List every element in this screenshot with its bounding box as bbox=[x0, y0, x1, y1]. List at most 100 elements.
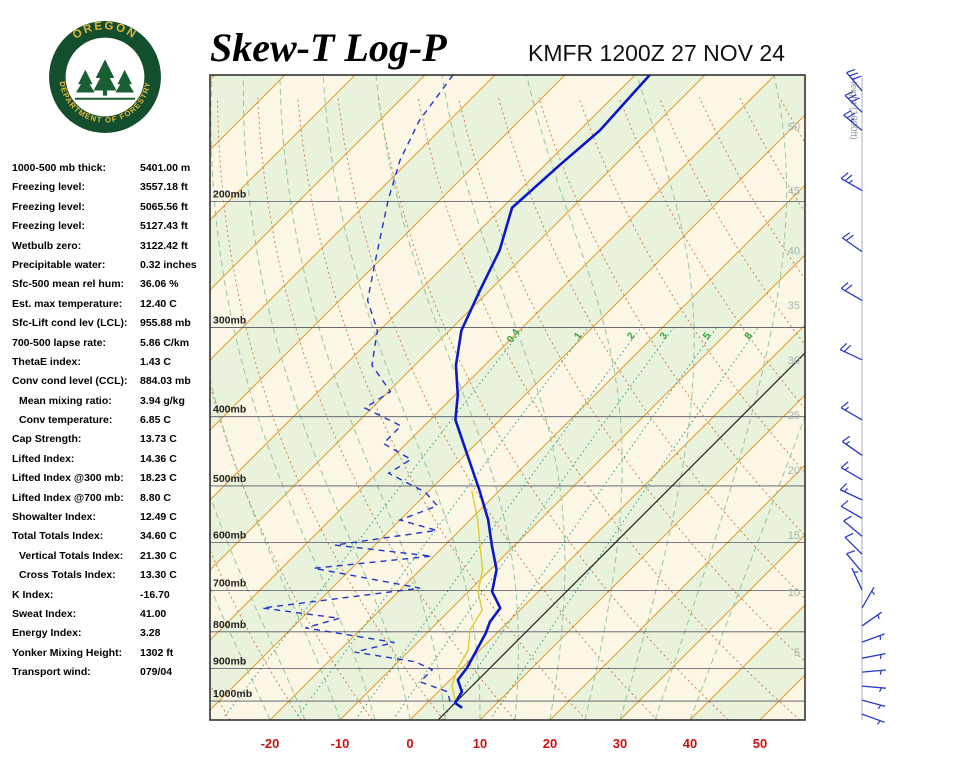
stat-value: 1302 ft bbox=[140, 646, 174, 659]
stat-row: Lifted Index @300 mb: 18.23 C bbox=[12, 472, 212, 491]
stat-value: 079/04 bbox=[140, 666, 173, 679]
stat-label: Transport wind: bbox=[12, 666, 91, 679]
skewt-diagram: 200mb 300mb 400mb 500mb 600mb 700mb 800mb 900mb… bbox=[209, 68, 886, 751]
stat-label: Wetbulb zero: bbox=[12, 239, 82, 252]
stat-value: 12.49 C bbox=[140, 511, 177, 524]
stat-row: Sweat Index: 41.00 bbox=[12, 608, 212, 627]
stat-label: Lifted Index @700 mb: bbox=[12, 491, 124, 504]
temp-axis-label: 40 bbox=[683, 736, 697, 751]
temp-axis-label: 20 bbox=[543, 736, 557, 751]
mixing-ratio-label: 1 bbox=[572, 330, 584, 341]
height-label: 20 bbox=[788, 465, 800, 477]
wind-barbs bbox=[839, 68, 886, 725]
stat-value: 0.32 inches bbox=[140, 258, 197, 271]
stat-label: Precipitable water: bbox=[12, 258, 106, 271]
stat-row: Cross Totals Index: 13.30 C bbox=[12, 569, 212, 588]
pressure-label: 200mb bbox=[213, 189, 246, 201]
temp-axis-label: -10 bbox=[331, 736, 350, 751]
stat-label: Total Totals Index: bbox=[12, 530, 104, 543]
stat-label: K Index: bbox=[12, 588, 54, 601]
stat-label: Sfc-500 mean rel hum: bbox=[12, 278, 125, 291]
plot-area bbox=[210, 75, 805, 720]
stat-label: Vertical Totals Index: bbox=[19, 549, 124, 562]
stat-label: Energy Index: bbox=[12, 627, 82, 640]
height-label: 25 bbox=[788, 410, 800, 422]
stat-value: 5065.56 ft bbox=[140, 200, 188, 213]
stat-row: ThetaE index: 1.43 C bbox=[12, 356, 212, 375]
stat-label: Conv cond level (CCL): bbox=[12, 375, 128, 388]
stat-label: ThetaE index: bbox=[12, 355, 81, 368]
chart-border bbox=[209, 74, 806, 721]
stat-row: Yonker Mixing Height: 1302 ft bbox=[12, 647, 212, 666]
stat-value: 5401.00 m bbox=[140, 162, 191, 174]
dewpoint-trace bbox=[262, 75, 454, 704]
stat-value: 13.30 C bbox=[140, 569, 177, 582]
wetbulb-trace bbox=[451, 490, 484, 701]
stat-row: Lifted Index: 14.36 C bbox=[12, 453, 212, 472]
stat-value: 21.30 C bbox=[140, 549, 177, 562]
stat-label: 700-500 lapse rate: bbox=[12, 336, 106, 349]
pressure-label: 600mb bbox=[213, 530, 246, 542]
temp-axis-label: 50 bbox=[753, 736, 767, 751]
page-title: Skew-T Log-P bbox=[210, 25, 447, 70]
stat-value: 41.00 bbox=[140, 607, 167, 620]
stats-panel: 1000-500 mb thick: 5401.00 m Freezing leve… bbox=[12, 162, 212, 686]
stat-value: 14.36 C bbox=[140, 452, 177, 465]
stat-value: 3557.18 ft bbox=[140, 181, 188, 194]
stat-value: 955.88 mb bbox=[140, 317, 191, 330]
stat-row: 1000-500 mb thick: 5401.00 m bbox=[12, 162, 212, 181]
stat-row: Conv temperature: 6.85 C bbox=[12, 414, 212, 433]
stat-row: Cap Strength: 13.73 C bbox=[12, 433, 212, 452]
stat-label: Conv temperature: bbox=[19, 414, 113, 427]
stat-value: 8.80 C bbox=[140, 491, 171, 504]
height-axis-title: Height (1000ft) bbox=[848, 77, 859, 140]
height-label: 35 bbox=[788, 300, 800, 312]
stat-value: 3.94 g/kg bbox=[140, 394, 185, 407]
stat-row: Vertical Totals Index: 21.30 C bbox=[12, 550, 212, 569]
stat-label: Sweat Index: bbox=[12, 607, 77, 620]
height-label: 40 bbox=[788, 245, 800, 257]
temp-axis-label: 10 bbox=[473, 736, 487, 751]
stat-value: 884.03 mb bbox=[140, 375, 191, 388]
pressure-label: 1000mb bbox=[213, 688, 252, 700]
height-label: 30 bbox=[788, 355, 800, 367]
stat-row: Precipitable water: 0.32 inches bbox=[12, 259, 212, 278]
height-label: 50 bbox=[788, 121, 800, 133]
stat-value: 3.28 bbox=[140, 627, 161, 640]
stat-label: Sfc-Lift cond lev (LCL): bbox=[12, 317, 128, 330]
stat-label: Cross Totals Index: bbox=[19, 569, 116, 582]
stat-label: 1000-500 mb thick: bbox=[12, 162, 106, 174]
stat-row: Transport wind: 079/04 bbox=[12, 666, 212, 685]
logo-trees-icon bbox=[74, 59, 136, 100]
stat-value: 12.40 C bbox=[140, 297, 177, 310]
stat-value: -16.70 bbox=[140, 588, 170, 601]
stat-value: 36.06 % bbox=[140, 278, 179, 291]
temperature-trace bbox=[453, 75, 651, 709]
stat-value: 18.23 C bbox=[140, 472, 177, 485]
stat-value: 6.85 C bbox=[140, 414, 171, 427]
height-label: 5 bbox=[794, 647, 800, 659]
stat-row: Freezing level: 5065.56 ft bbox=[12, 201, 212, 220]
temp-axis-label: 0 bbox=[406, 736, 413, 751]
pressure-label: 700mb bbox=[213, 577, 246, 589]
stat-label: Lifted Index: bbox=[12, 452, 75, 465]
stat-row: 700-500 lapse rate: 5.86 C/km bbox=[12, 337, 212, 356]
mixing-ratio-label: 3 bbox=[658, 330, 670, 341]
pressure-label: 500mb bbox=[213, 473, 246, 485]
pressure-label: 900mb bbox=[213, 655, 246, 667]
stat-row: Total Totals Index: 34.60 C bbox=[12, 530, 212, 549]
stat-row: Conv cond level (CCL): 884.03 mb bbox=[12, 375, 212, 394]
pressure-label: 300mb bbox=[213, 314, 246, 326]
odf-logo: OREGON DEPARTMENT OF FORESTRY bbox=[48, 20, 162, 134]
stat-row: Freezing level: 3557.18 ft bbox=[12, 181, 212, 200]
stat-row: Showalter Index: 12.49 C bbox=[12, 511, 212, 530]
stat-value: 1.43 C bbox=[140, 355, 171, 368]
stat-label: Lifted Index @300 mb: bbox=[12, 472, 124, 485]
stat-row: Est. max temperature: 12.40 C bbox=[12, 298, 212, 317]
stat-row: Freezing level: 5127.43 ft bbox=[12, 220, 212, 239]
stat-row: K Index: -16.70 bbox=[12, 589, 212, 608]
stat-value: 5.86 C/km bbox=[140, 336, 190, 349]
stat-label: Freezing level: bbox=[12, 220, 85, 233]
stat-row: Energy Index: 3.28 bbox=[12, 627, 212, 646]
